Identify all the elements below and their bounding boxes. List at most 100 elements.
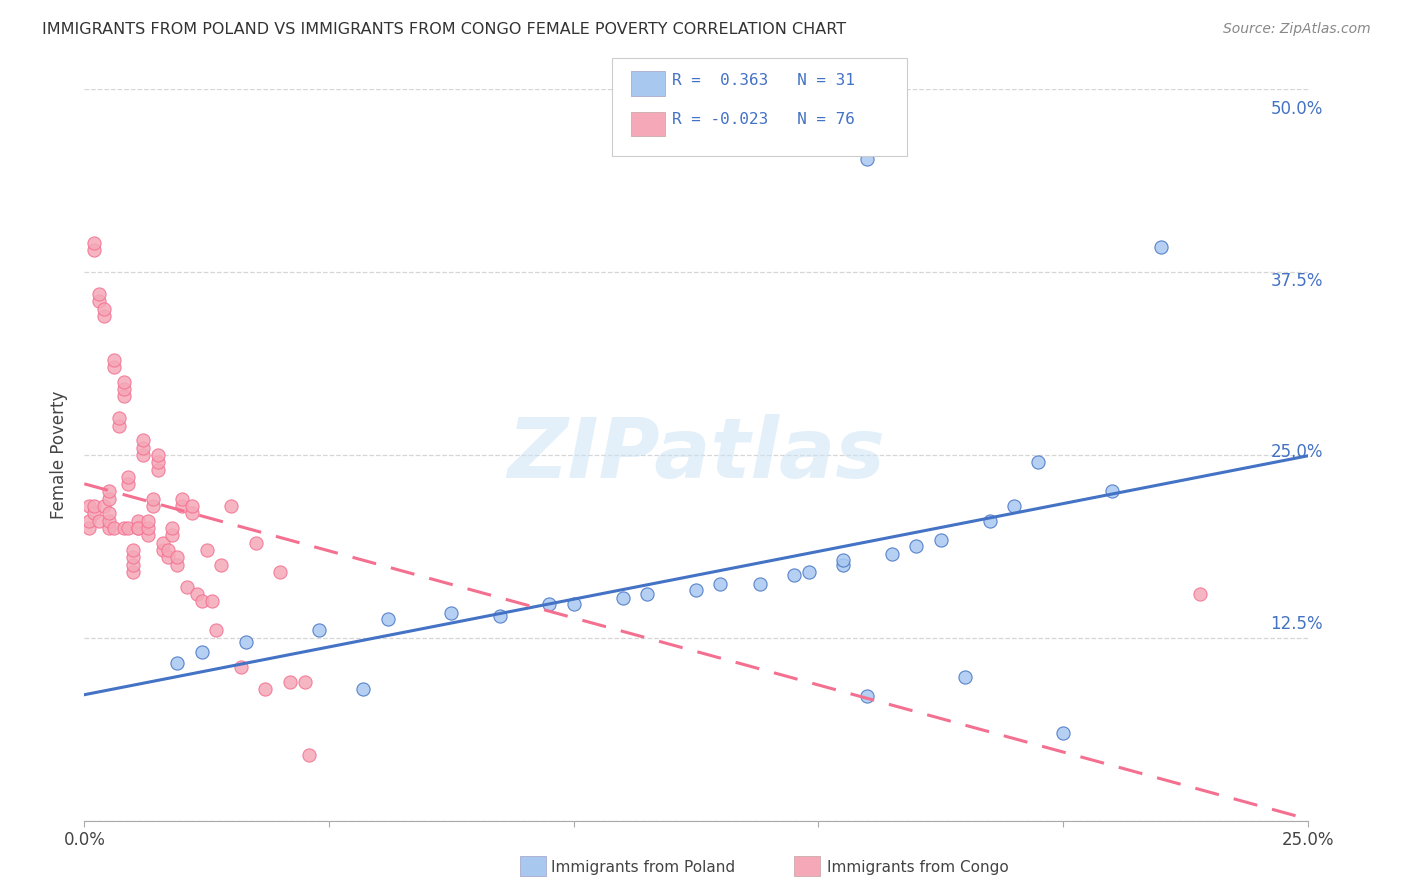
Text: ZIPatlas: ZIPatlas (531, 410, 910, 491)
Point (278, 581, 301, 595)
Point (169, 512, 191, 526)
Point (221, 512, 243, 526)
Point (181, 313, 204, 327)
Point (186, 499, 209, 513)
Point (204, 471, 226, 485)
Text: Immigrants from Poland: Immigrants from Poland (551, 860, 735, 874)
Point (644, 578, 666, 592)
Point (235, 533, 257, 547)
Point (177, 505, 200, 519)
Point (534, 594, 557, 608)
Point (239, 540, 262, 554)
Point (884, 537, 907, 551)
Text: R =  0.363   N = 31: R = 0.363 N = 31 (672, 73, 855, 88)
Point (1015, 450, 1038, 465)
Point (208, 533, 231, 547)
Point (247, 639, 270, 653)
Point (169, 505, 191, 519)
Point (949, 652, 972, 666)
Point (169, 491, 191, 506)
Point (810, 553, 832, 567)
Point (217, 436, 239, 450)
Point (360, 657, 382, 671)
Point (225, 484, 247, 499)
Point (221, 505, 243, 519)
Point (200, 382, 222, 396)
Point (1080, 478, 1102, 492)
Point (841, 546, 863, 561)
Point (374, 608, 396, 623)
Point (247, 540, 270, 554)
Point (217, 430, 239, 444)
Text: R = -0.023   N = 76: R = -0.023 N = 76 (672, 112, 855, 128)
Point (195, 409, 218, 423)
Point (260, 491, 283, 506)
Point (841, 542, 863, 557)
Point (308, 619, 330, 633)
Point (239, 533, 262, 547)
Point (225, 491, 247, 506)
Point (177, 299, 200, 313)
Point (208, 546, 231, 561)
Point (283, 608, 305, 623)
Point (413, 663, 436, 677)
Point (231, 457, 253, 471)
Point (252, 491, 274, 506)
Point (186, 505, 209, 519)
Point (318, 525, 340, 540)
Point (231, 443, 253, 458)
Point (173, 251, 195, 265)
Point (295, 491, 318, 506)
Point (326, 663, 349, 677)
Point (304, 642, 326, 657)
Point (862, 670, 884, 684)
Point (434, 597, 457, 611)
Text: Source: ZipAtlas.com: Source: ZipAtlas.com (1223, 22, 1371, 37)
Point (173, 244, 195, 259)
Point (221, 519, 243, 533)
Point (217, 443, 239, 458)
Point (247, 546, 270, 561)
Point (269, 629, 291, 643)
Point (191, 512, 214, 526)
Point (600, 583, 623, 598)
Point (1123, 248, 1146, 262)
Point (579, 583, 602, 598)
Y-axis label: Female Poverty: Female Poverty (51, 386, 69, 515)
Point (339, 553, 361, 567)
Point (970, 505, 993, 519)
Point (666, 574, 689, 588)
Point (928, 523, 950, 537)
Point (269, 581, 291, 595)
Point (204, 464, 226, 478)
Point (235, 525, 257, 540)
Point (208, 540, 231, 554)
Point (710, 570, 733, 584)
Point (204, 512, 226, 526)
Point (181, 491, 204, 506)
Point (231, 450, 253, 465)
Point (492, 591, 515, 606)
Point (366, 725, 388, 739)
Point (796, 556, 818, 570)
Point (243, 519, 266, 533)
Point (274, 533, 297, 547)
Point (208, 553, 231, 567)
Point (731, 565, 754, 579)
Point (1036, 705, 1059, 719)
Point (173, 491, 195, 506)
Point (993, 491, 1015, 506)
Point (200, 512, 222, 526)
Text: IMMIGRANTS FROM POLAND VS IMMIGRANTS FROM CONGO FEMALE POVERTY CORRELATION CHART: IMMIGRANTS FROM POLAND VS IMMIGRANTS FRO… (42, 22, 846, 37)
Point (212, 505, 235, 519)
Point (862, 166, 884, 180)
Point (766, 565, 789, 579)
Point (212, 512, 235, 526)
Point (186, 512, 209, 526)
Point (200, 388, 222, 402)
Point (173, 499, 195, 513)
Point (1159, 574, 1181, 588)
Point (287, 546, 309, 561)
Point (260, 499, 283, 513)
Point (177, 293, 200, 307)
